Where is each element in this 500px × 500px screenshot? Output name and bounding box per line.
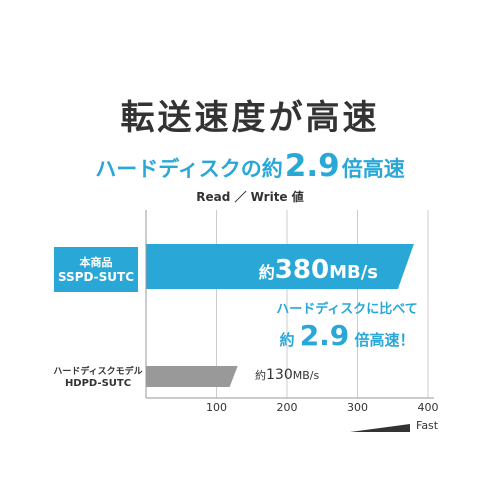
x-axis-ticks: 100 200 300 400 (206, 401, 439, 414)
bar-value-hdpd-prefix: 約 (255, 369, 266, 382)
callout-line2: 約 2.9 倍高速！ (262, 319, 432, 352)
callout-suffix: 倍高速！ (354, 331, 415, 349)
bar-value-hdpd-unit: MB/s (292, 369, 320, 382)
bar-1 (146, 366, 238, 387)
chart-subtitle: ハードディスクの約 2.9 倍高速 (0, 148, 500, 184)
measure-label: Read ／ Write 値 (196, 190, 304, 204)
bar-value-sspd-number: 380 (274, 255, 330, 285)
fast-arrow-icon (350, 424, 410, 432)
bar-label-hdpd-line2: HDPD-SUTC (64, 378, 132, 389)
bar-value-hdpd: 約 130 MB/s (255, 367, 319, 383)
bars (146, 244, 414, 387)
callout-ratio: 2.9 (299, 319, 350, 352)
chart-title: 転送速度が高速 (120, 98, 380, 138)
bar-label-hdpd: ハードディスクモデル HDPD-SUTC (50, 366, 146, 390)
bar-value-sspd-prefix: 約 (258, 263, 275, 282)
bar-value-sspd: 約 380 MB/s (259, 255, 378, 285)
subtitle-suffix: 倍高速 (341, 157, 405, 181)
bar-label-hdpd-line1: ハードディスクモデル (53, 367, 143, 377)
bar-value-sspd-unit: MB/s (329, 262, 378, 283)
bar-label-sspd: 本商品 SSPD-SUTC (54, 247, 138, 292)
bar-0 (146, 244, 414, 289)
callout-line1: ハードディスクに比べて (276, 302, 418, 317)
callout-prefix: 約 (279, 331, 295, 349)
bar-label-sspd-line1: 本商品 (79, 255, 113, 269)
fast-label: Fast (416, 419, 439, 432)
x-tick-label-300: 300 (347, 401, 368, 414)
fast-arrow (350, 424, 410, 432)
bar-label-sspd-line2: SSPD-SUTC (57, 269, 135, 284)
comparison-callout: ハードディスクに比べて 約 2.9 倍高速！ (262, 298, 432, 352)
subtitle-ratio: 2.9 (284, 148, 340, 184)
x-tick-label-100: 100 (206, 401, 227, 414)
x-tick-label-200: 200 (277, 401, 298, 414)
x-tick-label-400: 400 (418, 401, 439, 414)
bar-value-hdpd-number: 130 (266, 367, 293, 383)
subtitle-prefix: ハードディスクの約 (95, 157, 283, 181)
